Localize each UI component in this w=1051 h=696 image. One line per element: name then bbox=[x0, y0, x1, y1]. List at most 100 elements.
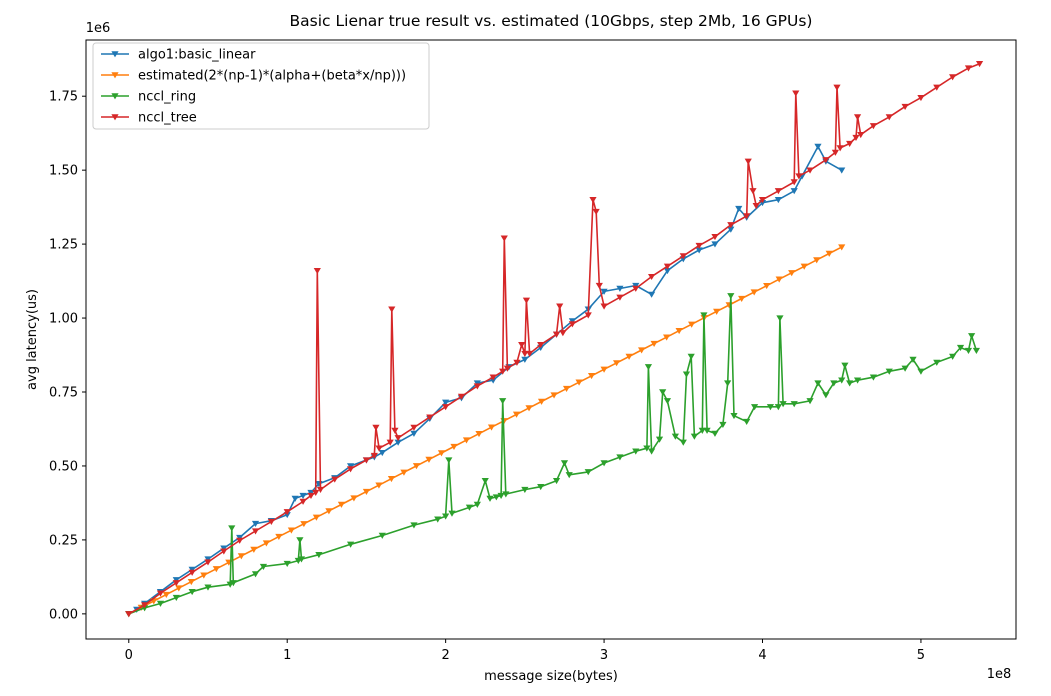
data-point-algo1-basic-linear bbox=[774, 197, 782, 204]
data-point-estimated-2-np-1-alpha-beta-x-np bbox=[325, 508, 333, 515]
data-point-nccl-ring bbox=[434, 516, 442, 523]
data-point-nccl-ring bbox=[442, 513, 450, 520]
x-axis-label: message size(bytes) bbox=[484, 669, 618, 684]
data-point-nccl-ring bbox=[448, 510, 456, 517]
data-point-nccl-tree bbox=[885, 114, 893, 121]
data-point-nccl-tree bbox=[267, 518, 275, 525]
data-point-nccl-ring bbox=[806, 398, 814, 405]
data-point-nccl-tree bbox=[141, 602, 149, 609]
data-point-nccl-ring bbox=[497, 492, 505, 499]
data-point-nccl-ring bbox=[724, 380, 732, 387]
data-point-nccl-tree bbox=[156, 590, 165, 597]
data-point-nccl-ring bbox=[671, 433, 679, 440]
x-tick-label: 3 bbox=[600, 648, 608, 663]
data-point-nccl-tree bbox=[537, 341, 545, 349]
data-point-nccl-ring bbox=[766, 404, 775, 411]
data-point-nccl-tree bbox=[370, 452, 378, 460]
data-point-nccl-tree bbox=[795, 173, 803, 180]
data-point-nccl-tree bbox=[299, 498, 307, 505]
data-point-nccl-ring bbox=[779, 401, 787, 408]
data-point-nccl-tree bbox=[526, 350, 534, 357]
chart-title: Basic Lienar true result vs. estimated (… bbox=[290, 12, 813, 30]
data-point-nccl-ring bbox=[410, 522, 418, 529]
data-point-nccl-ring bbox=[648, 448, 656, 455]
data-point-estimated-2-np-1-alpha-beta-x-np bbox=[337, 501, 346, 508]
data-point-nccl-tree bbox=[513, 359, 521, 366]
data-point-algo1-basic-linear bbox=[663, 268, 672, 275]
y-tick-label: 0.50 bbox=[49, 459, 78, 474]
data-point-nccl-ring bbox=[296, 537, 304, 544]
data-point-estimated-2-np-1-alpha-beta-x-np bbox=[375, 482, 383, 489]
data-point-nccl-ring bbox=[229, 580, 237, 587]
data-point-nccl-tree bbox=[426, 414, 434, 421]
axes-frame bbox=[85, 39, 1017, 640]
data-point-estimated-2-np-1-alpha-beta-x-np bbox=[512, 411, 521, 418]
y-tick-label: 1.00 bbox=[49, 312, 78, 327]
y-tick-label: 1.50 bbox=[49, 164, 78, 179]
data-point-algo1-basic-linear bbox=[648, 291, 656, 298]
data-point-estimated-2-np-1-alpha-beta-x-np bbox=[250, 546, 258, 553]
data-point-nccl-tree bbox=[822, 157, 830, 164]
data-point-nccl-ring bbox=[560, 460, 569, 467]
data-point-nccl-ring bbox=[698, 427, 706, 434]
data-point-nccl-ring bbox=[481, 478, 489, 485]
data-point-estimated-2-np-1-alpha-beta-x-np bbox=[813, 257, 821, 264]
data-point-nccl-ring bbox=[172, 594, 180, 602]
data-point-nccl-tree bbox=[556, 303, 564, 310]
legend-marker-nccl-tree bbox=[111, 114, 119, 121]
data-point-nccl-tree bbox=[752, 202, 760, 210]
data-point-nccl-ring bbox=[251, 571, 260, 578]
data-point-algo1-basic-linear bbox=[727, 226, 735, 233]
legend-label-nccl-ring: nccl_ring bbox=[138, 90, 196, 105]
data-point-nccl-tree bbox=[388, 306, 396, 313]
x-tick-label: 0 bbox=[125, 648, 133, 663]
data-point-nccl-tree bbox=[552, 331, 561, 338]
data-point-algo1-basic-linear bbox=[291, 495, 299, 502]
data-point-estimated-2-np-1-alpha-beta-x-np bbox=[825, 250, 833, 257]
data-point-nccl-ring bbox=[841, 362, 849, 369]
data-point-nccl-ring bbox=[486, 495, 494, 502]
x-tick-label: 2 bbox=[442, 648, 450, 663]
data-point-estimated-2-np-1-alpha-beta-x-np bbox=[587, 373, 596, 380]
data-point-nccl-ring bbox=[814, 380, 822, 387]
data-point-nccl-ring bbox=[750, 404, 759, 411]
data-point-estimated-2-np-1-alpha-beta-x-np bbox=[800, 263, 808, 270]
data-point-nccl-tree bbox=[489, 374, 497, 381]
data-point-estimated-2-np-1-alpha-beta-x-np bbox=[187, 578, 195, 586]
data-point-nccl-ring bbox=[972, 347, 980, 355]
data-point-nccl-tree bbox=[372, 424, 380, 431]
data-point-nccl-ring bbox=[838, 377, 846, 384]
data-point-nccl-ring bbox=[659, 389, 667, 396]
data-point-nccl-tree bbox=[251, 528, 260, 535]
data-point-estimated-2-np-1-alpha-beta-x-np bbox=[462, 437, 471, 444]
data-point-nccl-tree bbox=[375, 445, 383, 452]
data-point-nccl-tree bbox=[500, 235, 508, 242]
data-point-algo1-basic-linear bbox=[814, 143, 822, 150]
data-point-nccl-ring bbox=[259, 563, 268, 570]
data-point-nccl-tree bbox=[852, 134, 860, 142]
data-point-nccl-tree bbox=[584, 312, 592, 319]
data-point-nccl-tree bbox=[933, 84, 941, 91]
x-tick-label: 4 bbox=[758, 648, 766, 663]
y-tick-label: 0.75 bbox=[49, 386, 78, 401]
data-point-nccl-ring bbox=[679, 439, 687, 446]
data-point-nccl-tree bbox=[600, 303, 608, 310]
data-point-estimated-2-np-1-alpha-beta-x-np bbox=[412, 463, 421, 470]
data-point-estimated-2-np-1-alpha-beta-x-np bbox=[350, 495, 358, 502]
data-point-nccl-ring bbox=[730, 412, 738, 420]
legend-item-algo1-basic-linear: algo1:basic_linear bbox=[101, 48, 256, 63]
data-point-nccl-ring bbox=[445, 457, 453, 464]
data-point-estimated-2-np-1-alpha-beta-x-np bbox=[537, 398, 546, 405]
data-point-nccl-tree bbox=[236, 537, 244, 544]
data-point-estimated-2-np-1-alpha-beta-x-np bbox=[750, 289, 758, 296]
data-point-nccl-tree bbox=[853, 114, 862, 121]
data-point-nccl-tree bbox=[836, 145, 844, 152]
data-point-estimated-2-np-1-alpha-beta-x-np bbox=[663, 334, 671, 341]
data-point-nccl-tree bbox=[172, 580, 180, 587]
data-point-nccl-ring bbox=[933, 359, 941, 366]
data-point-nccl-tree bbox=[592, 208, 600, 215]
data-point-estimated-2-np-1-alpha-beta-x-np bbox=[650, 340, 658, 348]
data-point-algo1-basic-linear bbox=[251, 520, 260, 528]
series-nccl-ring bbox=[125, 293, 980, 618]
